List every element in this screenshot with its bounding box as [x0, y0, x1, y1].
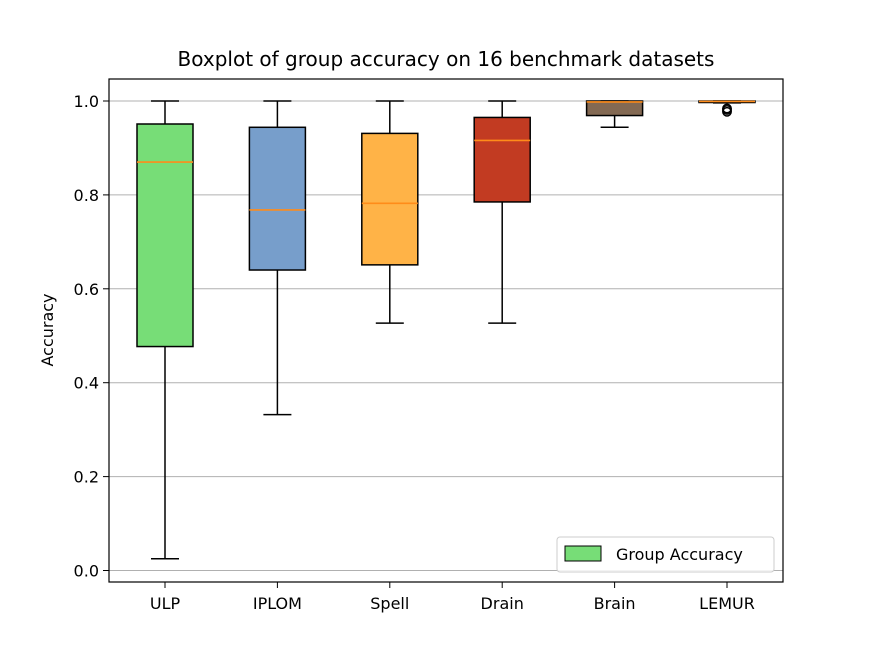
chart-title: Boxplot of group accuracy on 16 benchmar… [178, 47, 715, 71]
plot-frame [108, 78, 784, 583]
box-body [585, 100, 644, 117]
x-tick-label: Brain [594, 594, 636, 613]
box-body [136, 123, 194, 348]
x-tick-label: IPLOM [253, 594, 302, 613]
y-tick-label: 0.2 [74, 468, 99, 487]
box-spell [361, 100, 419, 324]
legend-frame [556, 536, 775, 573]
box-iplom [248, 100, 307, 416]
gridlines [109, 100, 783, 571]
x-tick-label: LEMUR [699, 594, 755, 613]
y-axis: 0.0 0.2 0.4 0.6 0.8 1.0 [74, 92, 109, 581]
x-tick-label: Spell [370, 594, 409, 613]
box-ulp [136, 100, 194, 560]
x-tick-label: Drain [481, 594, 524, 613]
outlier-point [722, 103, 732, 114]
box-drain [473, 100, 531, 324]
box-body [473, 116, 531, 203]
box-brain [585, 100, 644, 129]
boxes-group [136, 100, 756, 560]
y-tick-label: 0.0 [74, 562, 99, 581]
box-body [248, 126, 307, 271]
y-axis-title: Accuracy [38, 293, 57, 366]
y-tick-label: 1.0 [74, 92, 99, 111]
legend-swatch [564, 545, 602, 562]
legend: Group Accuracy [556, 536, 775, 573]
box-lemur [698, 100, 756, 117]
box-body [361, 132, 419, 266]
legend-label: Group Accuracy [616, 545, 743, 564]
x-axis: ULP IPLOM Spell Drain Brain LEMUR [150, 582, 755, 613]
y-tick-label: 0.8 [74, 186, 99, 205]
y-tick-label: 0.6 [74, 280, 99, 299]
y-tick-label: 0.4 [74, 374, 99, 393]
x-tick-label: ULP [150, 594, 181, 613]
